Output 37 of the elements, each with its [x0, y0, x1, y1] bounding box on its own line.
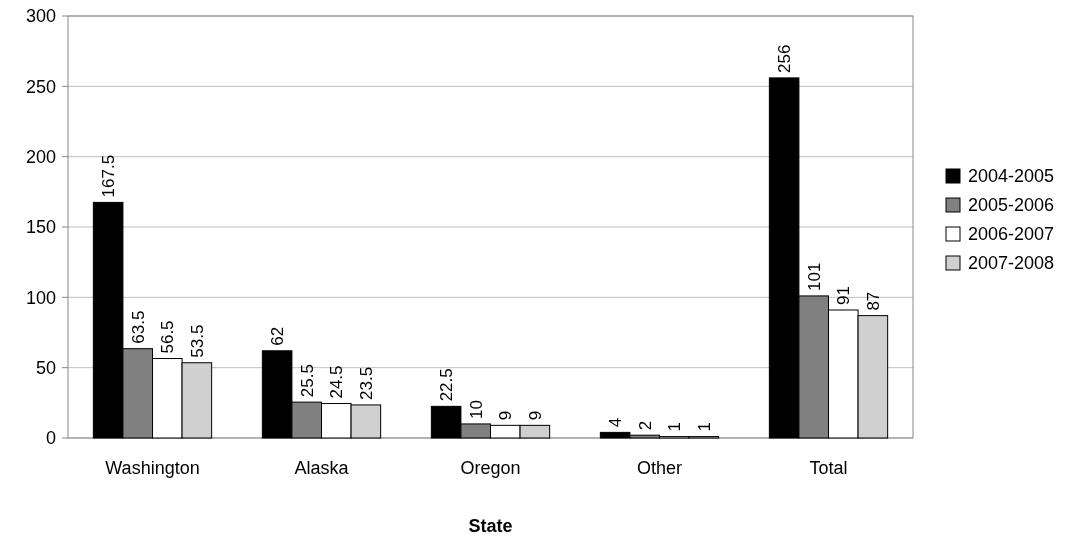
data-label: 256: [775, 44, 795, 73]
y-tick-label: 250: [25, 76, 56, 97]
data-label: 91: [834, 286, 854, 305]
data-label: 24.5: [327, 365, 347, 399]
legend-label: 2005-2006: [968, 195, 1055, 216]
x-tick-label: Washington: [105, 458, 200, 478]
data-label: 167.5: [99, 154, 119, 198]
legend-label: 2004-2005: [968, 166, 1055, 187]
data-label: 23.5: [356, 366, 376, 400]
legend-label: 2007-2008: [968, 253, 1055, 274]
data-label: 22.5: [437, 368, 457, 402]
legend-label: 2006-2007: [968, 224, 1055, 245]
data-label: 4: [606, 417, 626, 428]
x-tick-label: Alaska: [294, 458, 350, 478]
data-label: 1: [665, 422, 685, 432]
y-tick-label: 300: [25, 6, 56, 27]
x-tick-label: Oregon: [460, 458, 521, 478]
data-label: 87: [863, 291, 883, 311]
y-tick-label: 0: [45, 428, 56, 449]
data-label: 25.5: [297, 364, 317, 398]
data-label: 9: [496, 410, 516, 421]
data-label: 9: [525, 410, 545, 421]
x-tick-label: Other: [636, 458, 683, 478]
x-tick-label: Total: [809, 458, 848, 478]
data-label: 56.5: [158, 320, 178, 354]
data-label: 2: [635, 420, 655, 431]
data-label: 101: [804, 262, 824, 291]
data-label: 62: [268, 326, 288, 346]
y-tick-label: 50: [35, 357, 56, 378]
x-axis-title: State: [468, 516, 513, 536]
data-label: 10: [466, 400, 486, 419]
y-tick-label: 100: [25, 287, 56, 308]
data-label: 53.5: [187, 324, 207, 358]
data-label: 63.5: [128, 310, 148, 344]
y-tick-label: 150: [25, 217, 56, 238]
y-tick-label: 200: [25, 146, 56, 167]
data-label: 1: [694, 422, 714, 432]
